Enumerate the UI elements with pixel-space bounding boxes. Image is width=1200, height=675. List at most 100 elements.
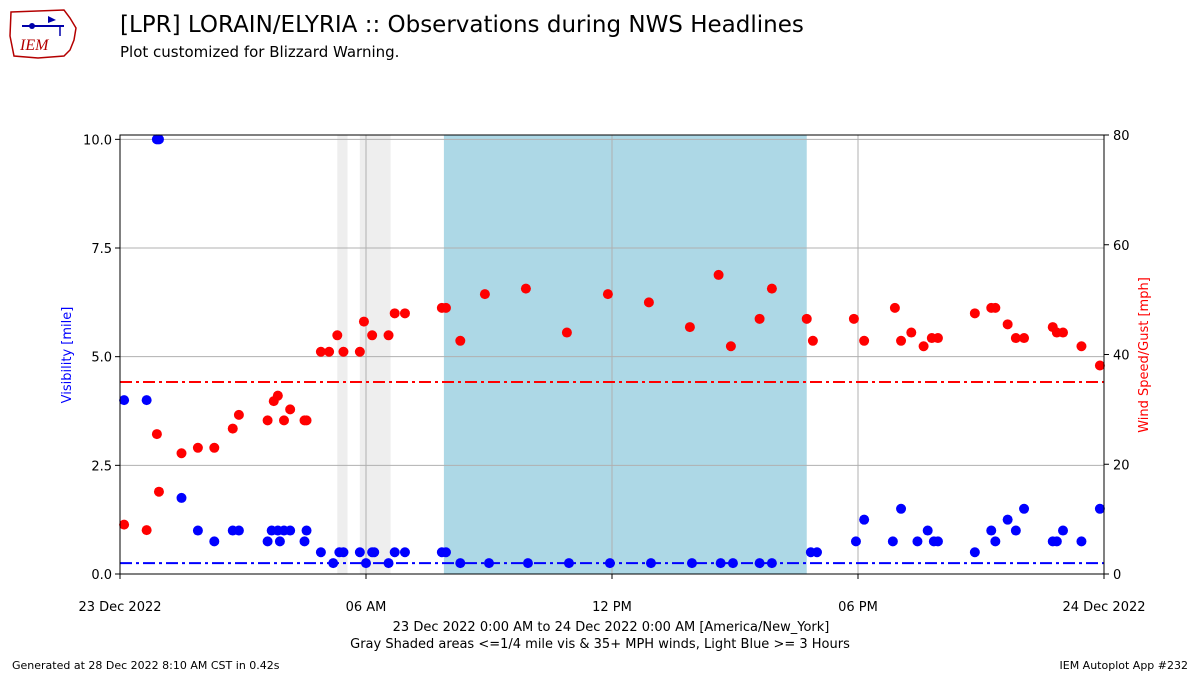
visibility-point [715,558,726,569]
x-tick-label: 12 PM [592,600,632,615]
visibility-point [141,395,152,406]
wind-point [209,442,220,453]
wind-point [801,313,812,324]
wind-point [272,390,283,401]
y-right-tick-label: 20 [1113,458,1130,473]
wind-point [440,302,451,313]
visibility-point [119,395,130,406]
wind-point [383,330,394,341]
wind-point [151,429,162,440]
wind-point [889,302,900,313]
visibility-point [383,558,394,569]
y-right-tick-label: 40 [1113,349,1130,364]
visibility-point [896,503,907,514]
x-tick-label: 06 PM [838,600,878,615]
visibility-point [604,558,615,569]
iem-logo: IEM [8,6,80,60]
wind-point [684,322,695,333]
visibility-point [338,547,349,558]
wind-point [338,346,349,357]
x-axis-label-line1: 23 Dec 2022 0:00 AM to 24 Dec 2022 0:00 … [393,620,830,635]
visibility-point [274,536,285,547]
visibility-point [209,536,220,547]
y-right-tick-label: 0 [1113,568,1121,583]
visibility-point [522,558,533,569]
visibility-point [315,547,326,558]
visibility-point [990,536,1001,547]
grid-lines [119,135,1105,575]
visibility-point [354,547,365,558]
visibility-point [440,547,451,558]
visibility-point [859,514,870,525]
visibility-point [887,536,898,547]
wind-point [990,302,1001,313]
wind-point [561,327,572,338]
wind-point [807,335,818,346]
iem-logo-graphic: IEM [9,9,77,59]
wind-point [141,525,152,536]
visibility-point [1010,525,1021,536]
visibility-point [754,558,765,569]
wind-point [1002,319,1013,330]
visibility-point [1019,503,1030,514]
visibility-point [1051,536,1062,547]
visibility-point [233,525,244,536]
wind-point [725,341,736,352]
visibility-point [361,558,371,569]
visibility-point [1002,514,1013,525]
wind-point [389,308,400,319]
visibility-point [932,536,943,547]
visibility-point [399,547,410,558]
visibility-point [176,492,187,503]
x-tick-label: 24 Dec 2022 [1062,600,1145,615]
visibility-point [1094,503,1105,514]
chart-title: [LPR] LORAIN/ELYRIA :: Observations duri… [120,12,804,38]
chart-subtitle: Plot customized for Blizzard Warning. [120,43,400,61]
y-left-tick-label: 0.0 [91,568,112,583]
visibility-point [1076,536,1087,547]
y-right-tick-label: 80 [1113,129,1130,144]
logo-text: IEM [19,37,50,54]
wind-point [301,415,312,426]
wind-point [1058,327,1068,338]
y-axis-left-label: Visibility [mile] [60,307,75,404]
wind-point [906,327,917,338]
wind-point [643,297,654,308]
visibility-point [153,134,164,145]
wind-point [932,333,943,344]
wind-point [1010,333,1021,344]
wind-point [233,409,244,420]
generated-note: Generated at 28 Dec 2022 8:10 AM CST in … [12,659,280,672]
wind-point [227,423,238,434]
wind-point [918,341,929,352]
visibility-point [645,558,656,569]
visibility-point [922,525,933,536]
visibility-point [850,536,861,547]
wind-point [455,335,466,346]
visibility-point [727,558,738,569]
blue-shade-region [443,135,807,574]
visibility-point [192,525,203,536]
wind-point [285,404,296,415]
wind-point [754,313,765,324]
wind-point [324,346,335,357]
wind-point [358,316,369,327]
wind-point [479,289,490,300]
wind-point [1019,333,1030,344]
wind-point [713,269,724,280]
gray-shade-region [359,135,391,574]
wind-point [262,415,273,426]
wind-point [848,313,859,324]
wind-point [119,519,130,530]
visibility-point [1058,525,1068,536]
y-right-tick-label: 60 [1113,239,1130,254]
visibility-point [812,547,822,558]
visibility-point [285,525,296,536]
wind-point [399,308,410,319]
y-left-tick-label: 10.0 [83,133,112,148]
visibility-point [301,525,312,536]
wind-point [520,283,531,294]
wind-point [367,330,378,341]
y-left-tick-label: 2.5 [91,459,112,474]
